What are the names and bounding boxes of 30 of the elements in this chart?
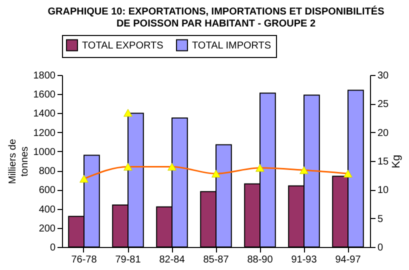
y2-tick-label: 10: [378, 185, 390, 196]
y2-axis-title: Kg: [390, 154, 402, 168]
x-tick-label: 85-87: [203, 254, 230, 266]
x-tick-label: 82-84: [159, 254, 186, 266]
y-tick-label: 200: [38, 223, 56, 234]
y-tick-label: 1400: [33, 108, 56, 120]
x-tick-label: 79-81: [115, 254, 142, 266]
y-tick-label: 1600: [33, 90, 56, 101]
chart-title: GRAPHIQUE 10: EXPORTATIONS, IMPORTATIONS ET DISPONIBILITÉS DE POISSON PAR HABITANT - GROUPE 2: [48, 6, 385, 30]
legend-label: TOTAL IMPORTS: [192, 40, 272, 52]
y-tick-label: 0: [50, 242, 56, 254]
point: [124, 108, 132, 117]
y2-tick-label: 20: [378, 128, 390, 139]
x-tick-label: 88-90: [247, 254, 274, 266]
legend-label: TOTAL EXPORTS: [82, 40, 164, 52]
y-tick-label: 1200: [33, 128, 56, 139]
y-tick-label: 600: [38, 185, 56, 196]
y-tick-label: 1800: [33, 70, 56, 82]
x-tick-label: 76-78: [71, 254, 98, 266]
y-tick-label: 800: [38, 166, 56, 178]
y2-tick-label: 15: [378, 156, 390, 168]
y-tick-label: 1000: [33, 146, 56, 158]
y2-tick-label: 5: [378, 214, 384, 225]
y-tick-label: 400: [38, 204, 56, 216]
x-tick-label: 91-93: [291, 254, 318, 266]
y2-tick-label: 30: [378, 70, 390, 82]
x-tick-label: 94-97: [335, 254, 362, 266]
y2-tick-label: 0: [378, 242, 384, 254]
y2-tick-label: 25: [378, 99, 390, 110]
y-axis-title: Milliers de tonnes: [7, 138, 30, 184]
